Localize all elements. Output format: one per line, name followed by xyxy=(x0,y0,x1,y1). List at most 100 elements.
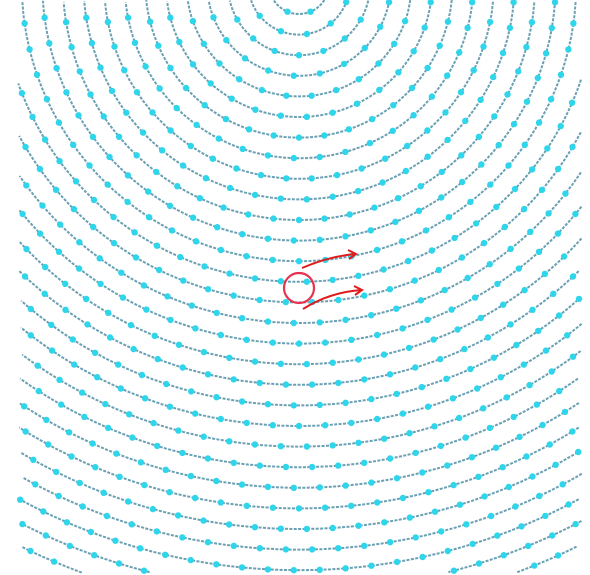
ring-dot xyxy=(491,113,498,120)
ring-dot xyxy=(196,195,204,202)
ring-dot xyxy=(353,100,361,107)
ring-dot xyxy=(495,141,502,149)
ring-dot xyxy=(430,336,437,343)
ring-dot xyxy=(322,422,329,429)
ring-dot xyxy=(105,309,112,316)
ring-dot xyxy=(39,202,46,209)
ring-dot xyxy=(386,371,394,378)
ring-dot xyxy=(437,355,444,363)
ring-dot xyxy=(175,341,183,348)
ring-dot xyxy=(46,40,53,47)
ring-dot xyxy=(277,195,284,202)
ring-dot xyxy=(76,265,83,272)
ring-dot xyxy=(264,483,272,490)
ring-dot xyxy=(217,246,225,254)
ring-dot xyxy=(393,475,401,482)
ring-dot xyxy=(538,186,546,193)
ring-dot xyxy=(23,182,30,189)
ring-dot xyxy=(361,292,368,299)
ring-dot xyxy=(361,44,368,52)
ring-dot xyxy=(100,113,107,120)
ring-dot xyxy=(374,331,381,339)
ring-arc xyxy=(20,296,582,407)
ring-dot xyxy=(243,502,250,509)
ring-dot xyxy=(523,453,530,460)
ring-dot xyxy=(376,86,383,94)
ring-dot xyxy=(87,528,95,536)
ring-dot xyxy=(436,42,443,49)
ring-dot xyxy=(175,427,182,434)
ring-dot xyxy=(277,443,284,450)
ring-dot xyxy=(271,47,278,55)
ring-dot xyxy=(87,91,94,98)
ring-dot xyxy=(569,273,577,280)
ring-dot xyxy=(321,215,328,222)
ring-dot xyxy=(131,39,139,46)
ring-dot xyxy=(467,365,474,373)
ring-dot xyxy=(393,390,400,398)
ring-dot xyxy=(499,464,506,471)
ring-dot xyxy=(380,351,388,358)
ring-dot xyxy=(342,233,349,240)
ring-dot xyxy=(277,278,284,285)
ring-dot xyxy=(204,371,212,378)
ring-dot xyxy=(549,532,556,539)
ring-dot xyxy=(88,39,96,47)
ring-dot xyxy=(124,198,131,206)
ring-dot xyxy=(535,119,543,126)
ring-dot xyxy=(277,360,284,367)
ring-dot xyxy=(404,142,411,150)
ring-dot xyxy=(71,361,78,368)
ring-dot xyxy=(269,339,276,346)
ring-dot xyxy=(86,162,93,169)
ring-dot xyxy=(55,248,63,255)
ring-dot xyxy=(41,14,48,21)
ring-dot xyxy=(200,40,207,47)
ring-arc xyxy=(228,0,370,57)
ring-dot xyxy=(115,560,123,567)
ring-dot xyxy=(467,198,474,206)
ring-dot xyxy=(29,113,36,121)
ring-dot xyxy=(469,0,476,6)
ring-dot xyxy=(216,60,223,67)
ring-dot xyxy=(18,89,26,97)
ring-dot xyxy=(510,413,517,421)
ring-dot xyxy=(461,345,468,353)
ring-arc xyxy=(207,0,391,77)
ring-dot xyxy=(565,46,572,53)
ring-dot xyxy=(486,18,494,26)
ring-dot xyxy=(234,16,241,23)
ring-dot xyxy=(290,237,297,244)
ring-dot xyxy=(307,8,314,15)
ring-dot xyxy=(419,469,426,476)
ring-dot xyxy=(475,133,483,140)
ring-dot xyxy=(382,155,389,162)
ring-dot xyxy=(137,459,145,466)
ring-dot xyxy=(66,542,74,550)
ring-dot xyxy=(368,479,375,486)
ring-arc xyxy=(18,402,580,489)
ring-dot xyxy=(471,294,479,301)
ring-dot xyxy=(187,556,194,564)
ring-dot xyxy=(113,450,120,457)
ring-dot xyxy=(156,266,163,274)
ring-dot xyxy=(389,127,396,134)
ring-dot xyxy=(449,395,457,402)
ring-dot xyxy=(258,86,266,94)
ring-arc xyxy=(20,323,583,427)
ring-arc xyxy=(83,0,515,201)
ring-dot xyxy=(149,109,156,116)
ring-dot xyxy=(129,434,136,441)
ring-dot xyxy=(58,401,65,408)
ring-dot xyxy=(456,501,464,508)
ring-dot xyxy=(520,205,528,213)
ring-dot xyxy=(355,439,362,446)
ring-dot xyxy=(222,115,230,123)
ring-arc xyxy=(18,498,580,572)
ring-dot xyxy=(348,336,355,343)
ring-dot xyxy=(131,229,138,236)
ring-dot xyxy=(385,0,393,6)
ring-dot xyxy=(342,316,349,323)
ring-dot xyxy=(43,416,50,424)
ring-dot xyxy=(174,183,181,190)
